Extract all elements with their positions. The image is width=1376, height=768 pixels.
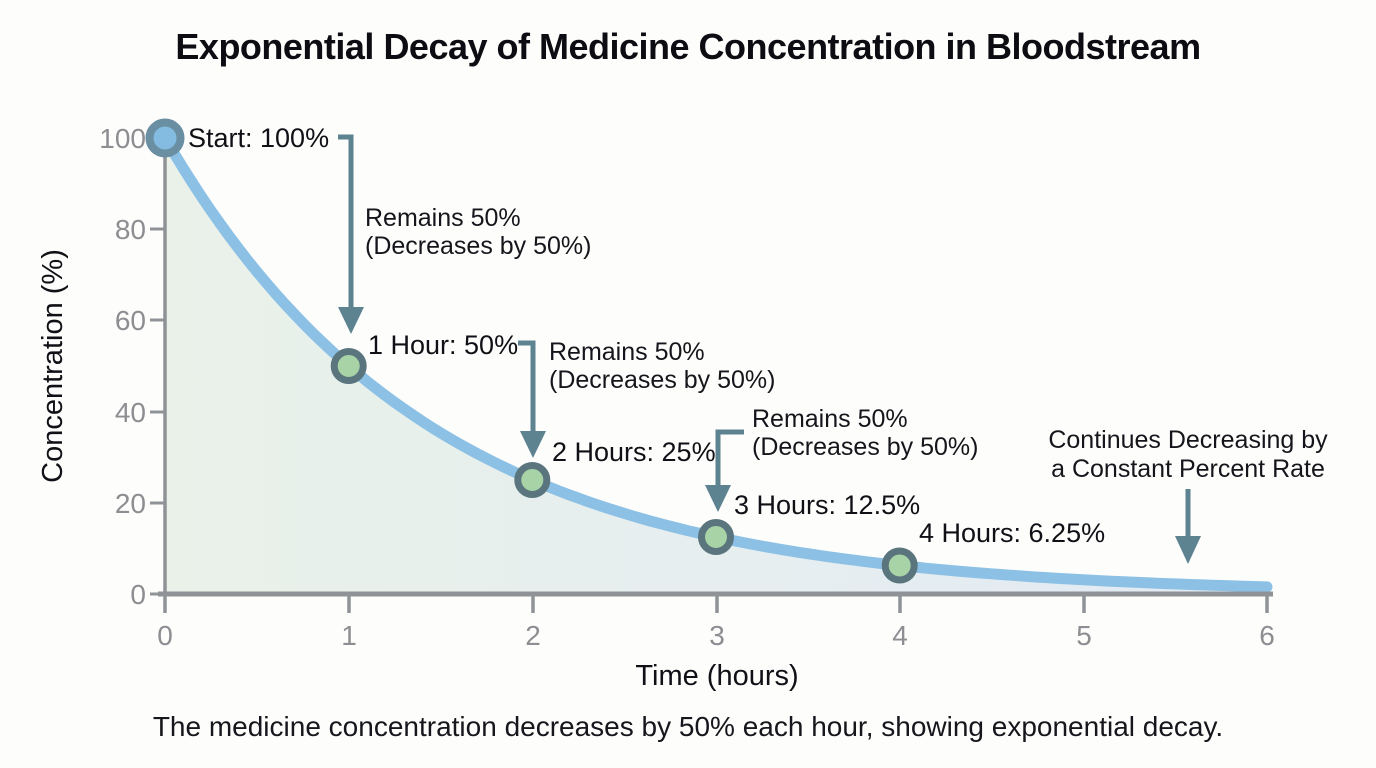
svg-text:(Decreases by 50%): (Decreases by 50%)	[365, 232, 591, 260]
x-tick-label: 0	[157, 620, 173, 651]
arrow-continues	[1175, 489, 1201, 564]
svg-text:Remains 50%: Remains 50%	[752, 405, 908, 433]
y-tick-label: 60	[115, 305, 146, 336]
marker-4hours	[881, 547, 918, 584]
arrow-2h-to-3h	[705, 429, 744, 512]
y-tick-label: 20	[115, 488, 146, 519]
svg-text:a Constant Percent Rate: a Constant Percent Rate	[1051, 455, 1325, 483]
arrow-down-icon	[520, 431, 546, 458]
y-tick-label: 100	[99, 123, 146, 154]
annotation-remains-2: Remains 50% (Decreases by 50%)	[549, 338, 775, 394]
x-axis: 0 1 2 3 4 5 6 Time (hours)	[157, 591, 1275, 692]
point-label-3hours: 3 Hours: 12.5%	[734, 490, 920, 520]
annotation-remains-1: Remains 50% (Decreases by 50%)	[365, 204, 591, 260]
x-tick-label: 1	[341, 620, 357, 651]
x-tick-label: 5	[1076, 620, 1092, 651]
y-tick-label: 0	[130, 579, 146, 610]
svg-text:(Decreases by 50%): (Decreases by 50%)	[549, 366, 775, 394]
x-tick-label: 4	[892, 620, 908, 651]
chart-caption: The medicine concentration decreases by …	[152, 711, 1224, 742]
point-label-2hours: 2 Hours: 25%	[552, 437, 716, 467]
point-label-4hours: 4 Hours: 6.25%	[919, 518, 1105, 548]
marker-2hours	[514, 462, 551, 498]
marker-1hour	[330, 348, 367, 384]
chart-title: Exponential Decay of Medicine Concentrat…	[175, 26, 1201, 67]
y-tick-label: 40	[115, 397, 146, 428]
y-tick-label: 80	[115, 214, 146, 245]
arrow-start-to-1h	[338, 134, 364, 334]
annotation-continues: Continues Decreasing by a Constant Perce…	[1048, 426, 1328, 483]
arrow-down-icon	[705, 485, 731, 512]
arrow-1h-to-2h	[518, 340, 546, 458]
x-axis-title: Time (hours)	[635, 660, 798, 692]
x-tick-label: 6	[1259, 620, 1275, 651]
marker-3hours	[698, 519, 734, 555]
arrow-down-icon	[1175, 536, 1201, 564]
svg-text:Remains 50%: Remains 50%	[365, 204, 521, 232]
point-label-1hour: 1 Hour: 50%	[368, 330, 518, 360]
x-tick-label: 3	[709, 620, 725, 651]
svg-text:Continues Decreasing by: Continues Decreasing by	[1048, 426, 1328, 454]
y-axis: 100 80 60 40 20 0 Concentration (%)	[37, 123, 167, 610]
annotation-remains-3: Remains 50% (Decreases by 50%)	[752, 405, 978, 461]
svg-text:Remains 50%: Remains 50%	[549, 338, 705, 366]
svg-text:(Decreases by 50%): (Decreases by 50%)	[752, 433, 978, 461]
arrow-down-icon	[338, 307, 364, 334]
x-tick-label: 2	[525, 620, 541, 651]
y-axis-ticks	[150, 136, 164, 596]
marker-start	[145, 118, 185, 158]
area-fill	[165, 138, 1267, 594]
point-label-start: Start: 100%	[188, 123, 329, 153]
x-axis-ticks	[163, 596, 1269, 613]
y-axis-title: Concentration (%)	[37, 249, 69, 483]
